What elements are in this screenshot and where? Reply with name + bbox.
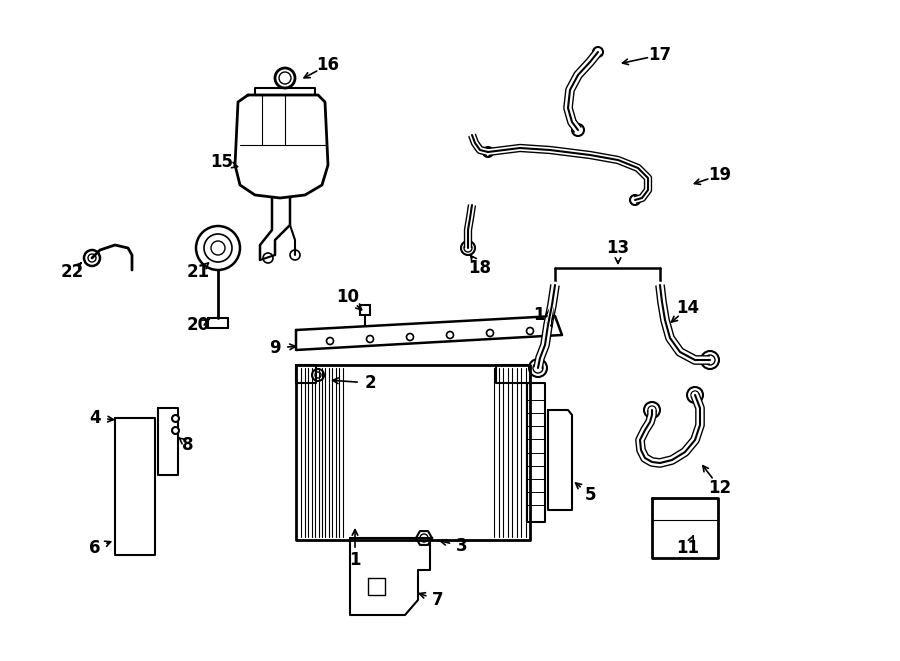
Text: 20: 20 [186,316,210,334]
Text: 2: 2 [364,374,376,392]
Bar [360,305,370,315]
Text: 21: 21 [186,263,210,281]
Text: 8: 8 [182,436,194,454]
Text: 3: 3 [456,537,468,555]
Text: 13: 13 [607,239,630,257]
Text: 15: 15 [211,153,233,171]
Text: 16: 16 [317,56,339,74]
Text: 17: 17 [648,46,671,64]
Text: 12: 12 [708,479,732,497]
Text: 6: 6 [89,539,101,557]
Text: 7: 7 [432,591,444,609]
Text: 19: 19 [708,166,732,184]
Text: 10: 10 [337,288,359,306]
Text: 1: 1 [349,551,361,569]
Text: 11: 11 [677,539,699,557]
Text: 14: 14 [677,299,699,317]
Text: 9: 9 [269,339,281,357]
Text: 18: 18 [469,259,491,277]
Text: 5: 5 [584,486,596,504]
Text: 22: 22 [60,263,84,281]
Text: 14: 14 [534,306,556,324]
Text: 4: 4 [89,409,101,427]
